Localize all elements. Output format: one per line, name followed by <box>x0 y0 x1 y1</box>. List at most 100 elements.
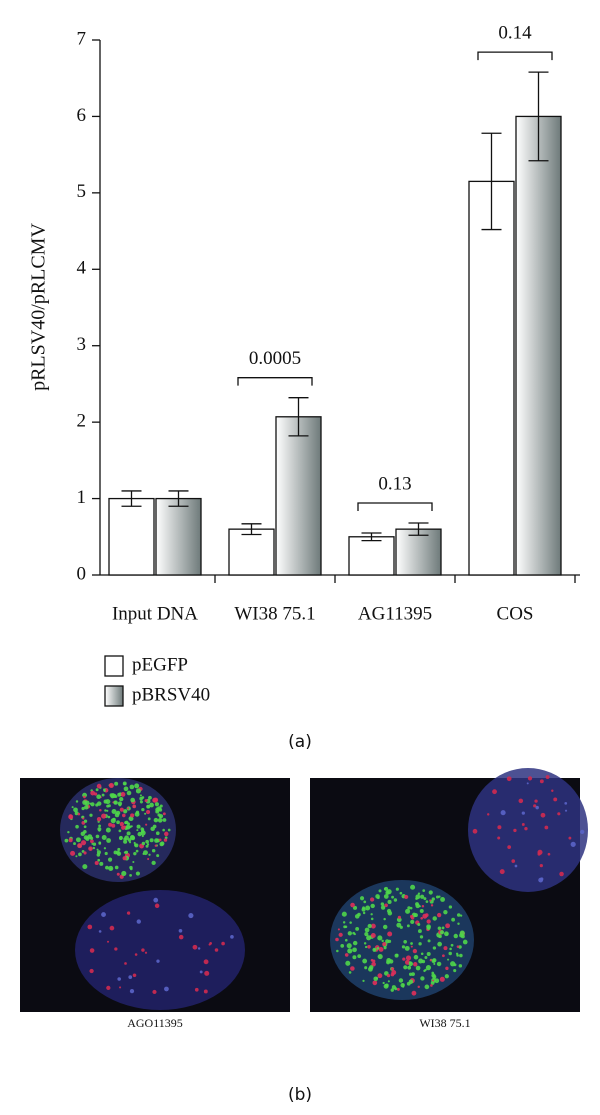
significance-bracket <box>357 502 433 512</box>
signal <box>427 939 431 943</box>
signal <box>119 821 124 827</box>
signal <box>527 776 533 781</box>
y-tick-label: 3 <box>77 334 87 355</box>
signal <box>130 825 133 828</box>
signal <box>345 960 351 966</box>
signal <box>439 930 445 935</box>
signal <box>352 947 357 953</box>
signal <box>121 870 127 877</box>
nucleus <box>330 880 474 1000</box>
signal <box>370 923 376 929</box>
signal <box>136 824 141 829</box>
signal <box>418 958 424 964</box>
signal <box>540 877 544 881</box>
signal <box>417 985 420 989</box>
signal <box>154 838 159 843</box>
signal <box>87 924 93 930</box>
signal <box>450 943 454 947</box>
signal <box>370 897 375 902</box>
signal <box>355 927 360 931</box>
signal <box>399 891 403 895</box>
legend-label: pEGFP <box>132 654 188 675</box>
signal <box>458 964 463 968</box>
signal <box>380 902 385 906</box>
signal <box>89 968 94 974</box>
signal <box>120 792 126 797</box>
signal <box>91 842 94 845</box>
signal <box>378 889 382 893</box>
signal <box>420 952 424 956</box>
signal <box>359 896 365 901</box>
signal <box>95 834 100 839</box>
signal <box>453 933 458 939</box>
signal <box>497 836 501 840</box>
signal <box>77 812 81 816</box>
signal <box>424 955 428 959</box>
significance-bracket <box>477 51 553 61</box>
signal <box>404 894 409 900</box>
signal <box>124 962 127 965</box>
legend-swatch <box>104 685 124 707</box>
signal <box>130 797 136 803</box>
signal <box>559 871 564 877</box>
error-bar <box>288 397 309 437</box>
signal <box>391 967 395 971</box>
signal <box>456 945 460 948</box>
signal <box>159 814 164 819</box>
signal <box>383 946 387 950</box>
signal <box>81 806 85 811</box>
signal <box>80 840 87 846</box>
signal <box>350 902 355 908</box>
signal <box>432 946 437 950</box>
signal <box>134 783 140 789</box>
signal <box>377 896 380 900</box>
signal <box>135 849 139 853</box>
signal <box>388 959 394 964</box>
signal <box>362 911 366 915</box>
signal <box>124 820 129 825</box>
signal <box>119 986 122 989</box>
signal <box>123 839 128 844</box>
signal <box>390 988 394 992</box>
legend-swatch <box>104 655 124 677</box>
signal <box>159 842 164 847</box>
signal <box>230 935 234 939</box>
signal <box>349 921 352 924</box>
signal <box>544 825 549 830</box>
signal <box>145 839 149 844</box>
signal <box>511 859 516 863</box>
signal <box>458 945 462 949</box>
signal <box>352 940 358 946</box>
signal <box>352 955 357 960</box>
signal <box>406 924 410 928</box>
signal <box>116 820 120 825</box>
signal <box>135 871 140 876</box>
signal <box>113 800 118 805</box>
signal <box>526 782 529 785</box>
signal <box>444 974 449 979</box>
signal <box>141 948 145 952</box>
signal <box>97 858 101 862</box>
signal <box>460 914 463 917</box>
signal <box>342 921 346 924</box>
signal <box>338 932 343 937</box>
signal <box>101 835 107 840</box>
error-bar <box>528 71 549 162</box>
signal <box>500 810 506 816</box>
signal <box>153 817 159 823</box>
signal <box>387 980 390 983</box>
signal <box>152 797 158 803</box>
signal <box>372 980 378 986</box>
signal <box>83 825 87 829</box>
signal <box>387 910 393 916</box>
signal <box>341 911 347 917</box>
signal <box>570 841 576 847</box>
signal <box>75 800 79 803</box>
signal <box>105 827 111 833</box>
signal <box>371 961 376 967</box>
signal <box>407 965 412 970</box>
signal <box>462 939 468 945</box>
signal <box>123 809 128 814</box>
signal <box>119 807 124 812</box>
signal <box>75 824 79 829</box>
